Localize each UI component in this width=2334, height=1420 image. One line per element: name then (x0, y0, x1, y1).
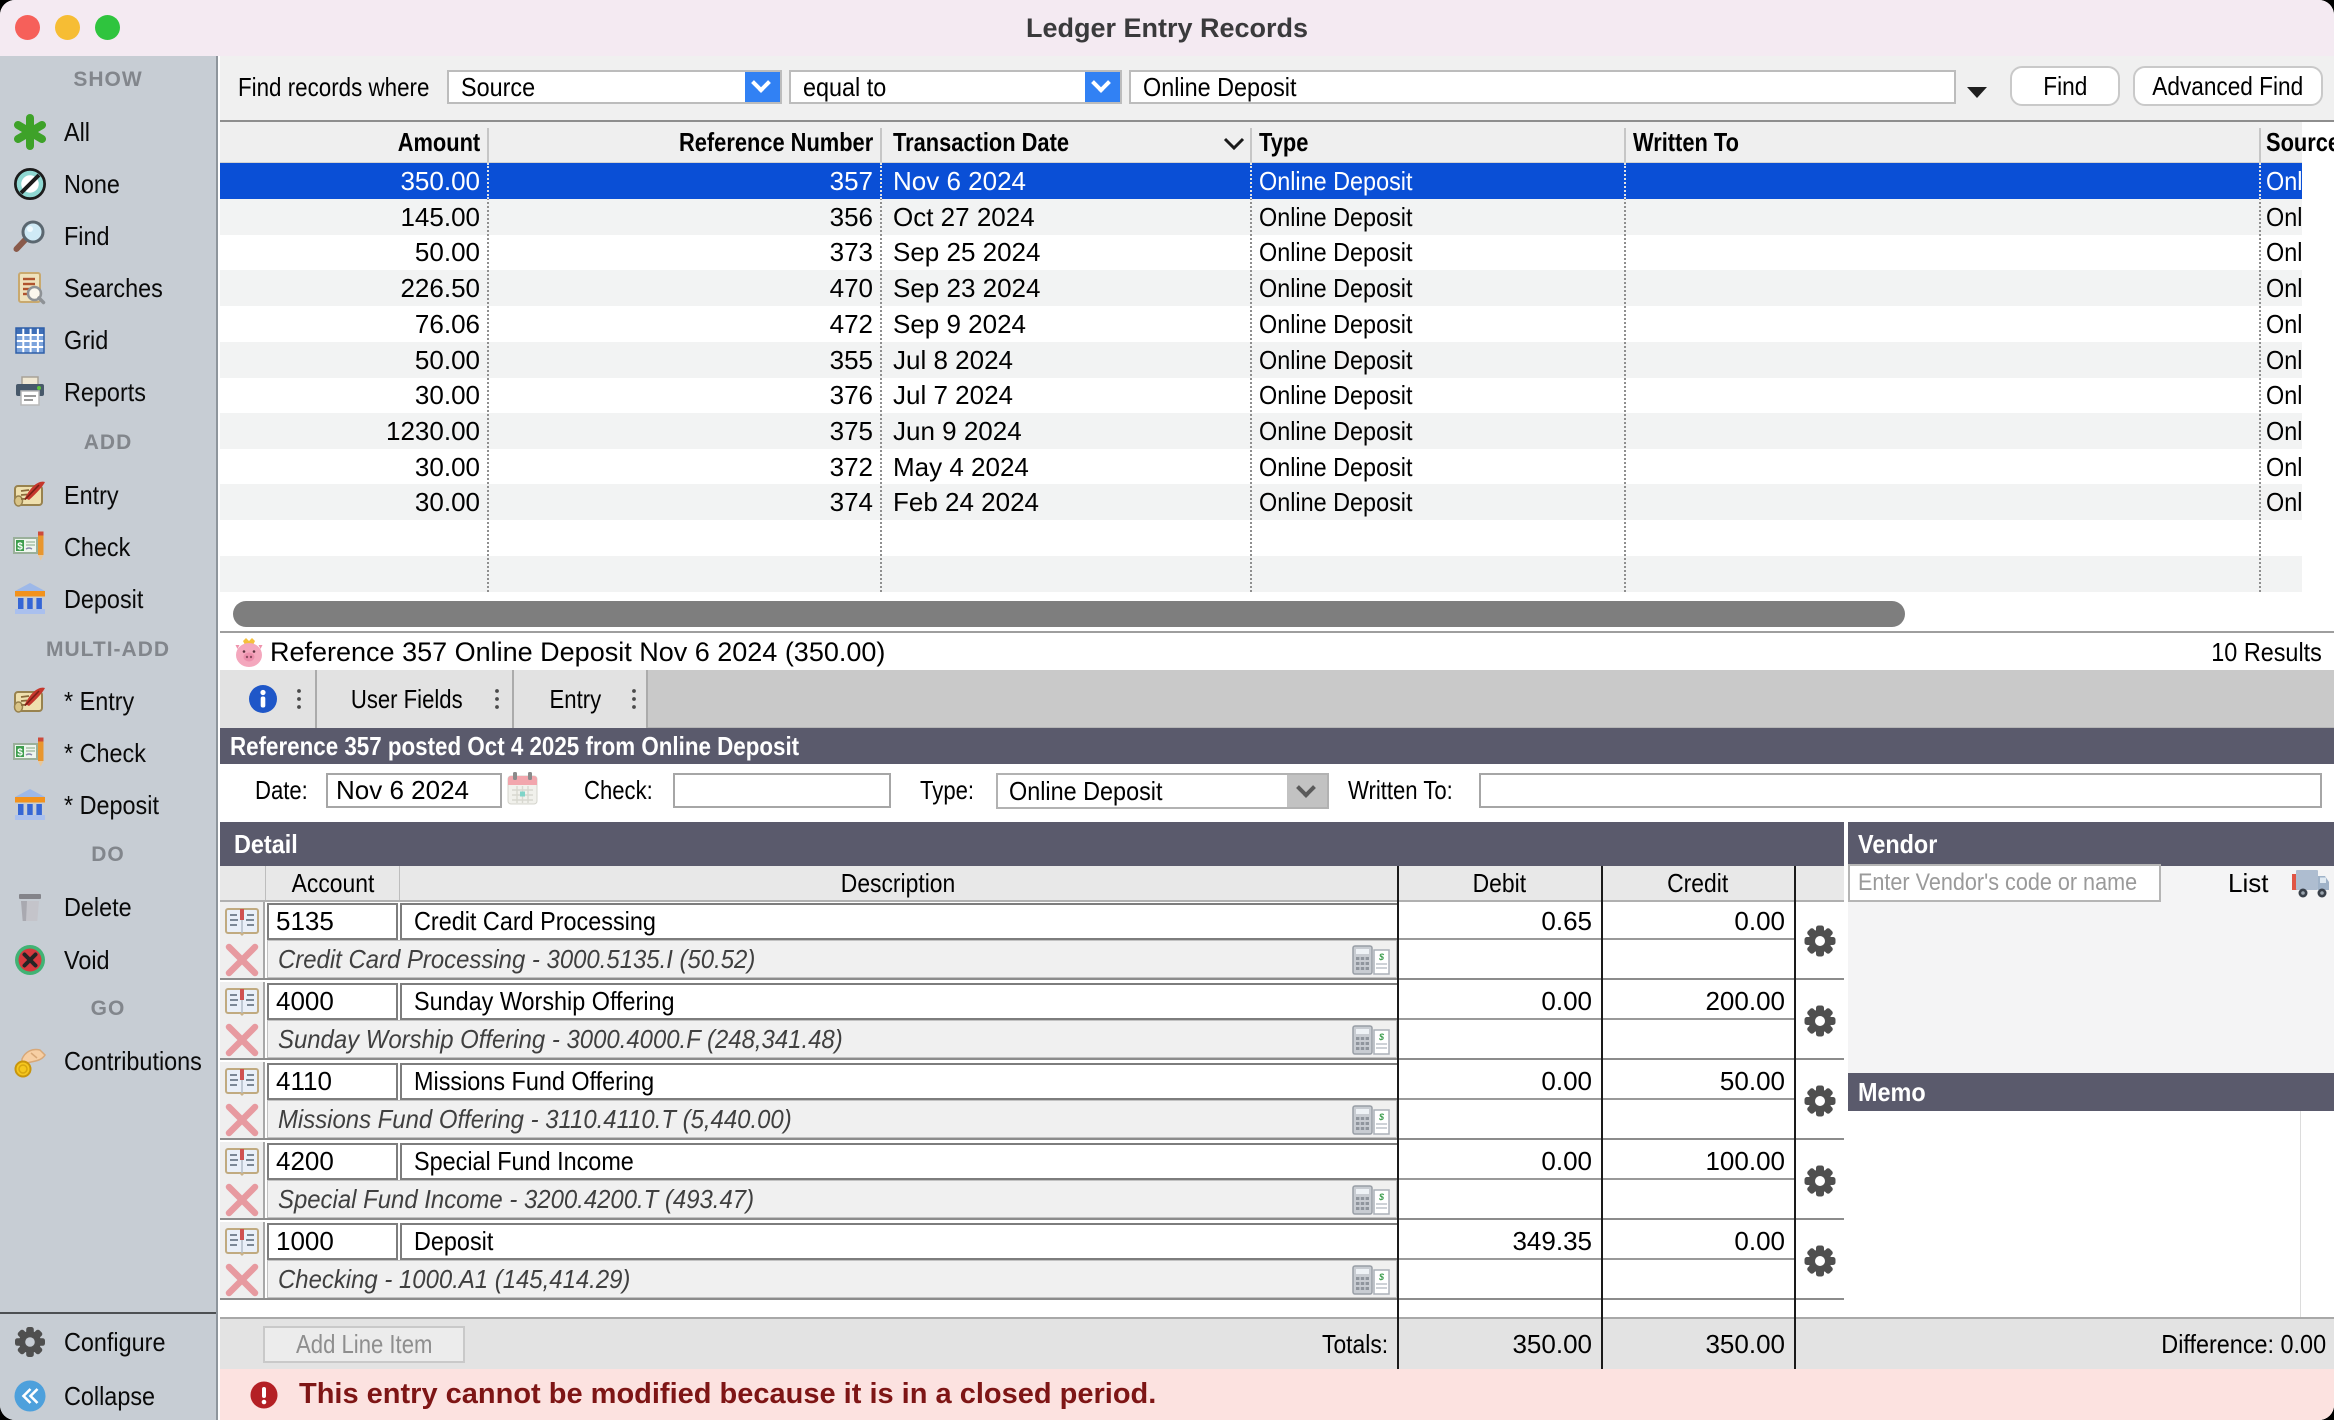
svg-text:$: $ (1378, 1192, 1385, 1202)
svg-text:$: $ (17, 542, 23, 553)
svg-text:$: $ (1378, 952, 1385, 962)
svg-text:$: $ (17, 748, 23, 759)
svg-text:$: $ (1378, 1032, 1385, 1042)
svg-text:$: $ (1378, 1272, 1385, 1282)
svg-text:$: $ (1378, 1112, 1385, 1122)
